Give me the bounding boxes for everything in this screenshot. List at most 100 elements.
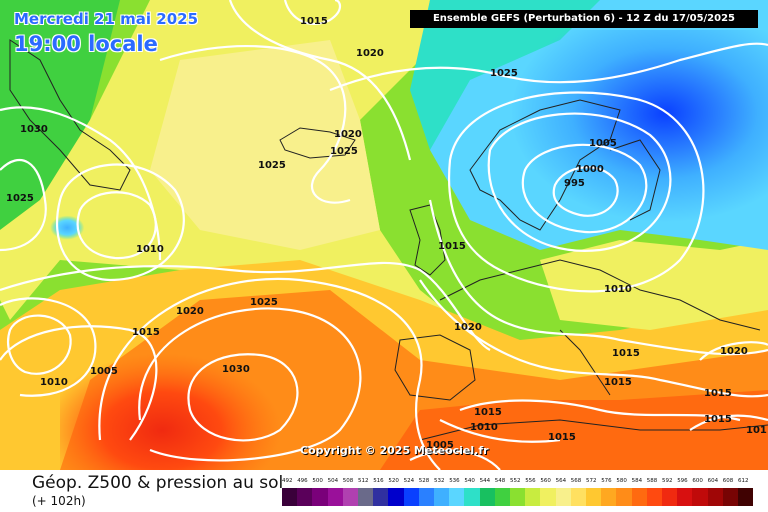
- isobar-label: 1015: [612, 348, 640, 359]
- scale-swatch: [738, 488, 754, 506]
- isobar-1010-low: [448, 91, 705, 293]
- coastlines: [9, 39, 768, 441]
- isobar-label: 1020: [176, 306, 204, 317]
- isobar-1005-low: [487, 112, 672, 252]
- isobar-label: 1005: [90, 366, 118, 377]
- isobar-label: 1015: [300, 16, 328, 27]
- scale-label: 504: [327, 478, 339, 484]
- scale-swatch: [510, 488, 526, 506]
- lead-time: (+ 102h): [32, 494, 86, 508]
- isobar-1005-africa: [409, 449, 501, 470]
- isobar-label: 1015: [438, 241, 466, 252]
- isobar-label: 1020: [356, 48, 384, 59]
- isobar-label: 1025: [490, 68, 518, 79]
- isobar-1025-north: [329, 42, 768, 92]
- coastline-iberia: [394, 334, 476, 401]
- isobar-1015-atlantic: [0, 325, 158, 441]
- isobar-1030-west: [0, 159, 47, 252]
- isobar-label: 1030: [222, 364, 250, 375]
- isobar-label: 1010: [470, 422, 498, 433]
- z500-band-red-south: [380, 390, 768, 470]
- isobar-label: 1015: [604, 377, 632, 388]
- scale-swatch: [494, 488, 510, 506]
- coastline-greenland: [9, 39, 131, 191]
- product-title: Géop. Z500 & pression au sol: [32, 473, 284, 493]
- isobar-label: 1025: [330, 146, 358, 157]
- scale-swatch: [540, 488, 556, 506]
- isobar-label: 1010: [604, 284, 632, 295]
- z500-small-low-shading: [40, 170, 210, 290]
- scale-label: 540: [464, 478, 475, 484]
- scale-swatch: [616, 488, 632, 506]
- scale-swatch: [358, 488, 374, 506]
- scale-label: 556: [525, 478, 536, 484]
- isobar-label: 1015: [132, 327, 160, 338]
- isobar-label: 1025: [250, 297, 278, 308]
- copyright-notice: Copyright © 2025 Meteociel.fr: [300, 444, 489, 457]
- isobar-1015-med: [459, 399, 741, 422]
- scale-swatch: [646, 488, 662, 506]
- scale-label: 512: [358, 478, 369, 484]
- scale-swatch: [677, 488, 693, 506]
- isobar-1010-sw: [0, 297, 97, 397]
- scale-label: 600: [692, 478, 703, 484]
- scale-swatch: [342, 488, 358, 506]
- isobar-label: 1000: [576, 164, 604, 175]
- scale-label: 568: [570, 478, 582, 484]
- scale-label: 552: [510, 478, 521, 484]
- isobar-label: 1020: [720, 346, 748, 357]
- scale-label: 520: [388, 478, 399, 484]
- coastline-north-africa: [419, 419, 768, 441]
- coastline-iceland: [279, 127, 356, 159]
- scale-label: 544: [479, 478, 491, 484]
- scale-swatch: [282, 488, 298, 506]
- scale-swatch: [373, 488, 389, 506]
- isobar-label: 1005: [589, 138, 617, 149]
- scale-swatch: [297, 488, 313, 506]
- isobar-label: 1015: [548, 432, 576, 443]
- isobar-1000-low: [521, 143, 648, 234]
- isobar-label: 1010: [136, 244, 164, 255]
- scale-swatch: [449, 488, 465, 506]
- isobars: [0, 0, 768, 470]
- scale-label: 608: [722, 478, 734, 484]
- scale-label: 588: [646, 478, 658, 484]
- isobar-label: 995: [564, 178, 585, 189]
- coastline-finland: [609, 139, 661, 221]
- isobar-995-low: [552, 166, 619, 217]
- scale-label: 528: [418, 478, 430, 484]
- coastline-europe: [439, 259, 761, 331]
- coastline-scandinavia: [469, 99, 621, 231]
- scale-label: 496: [297, 478, 308, 484]
- scale-swatch: [434, 488, 450, 506]
- scale-swatch: [327, 488, 343, 506]
- scale-label: 580: [616, 478, 627, 484]
- z500-low-north-shading: [400, 30, 768, 290]
- scale-label: 516: [373, 478, 384, 484]
- scale-label: 604: [707, 478, 719, 484]
- scale-label: 592: [662, 478, 673, 484]
- scale-swatch: [707, 488, 723, 506]
- scale-label: 508: [342, 478, 354, 484]
- isobar-1020-north: [228, 0, 412, 161]
- scale-swatch: [662, 488, 678, 506]
- coastline-italy: [559, 329, 611, 396]
- isobar-label: 1015: [704, 388, 732, 399]
- isobar-1020-europe: [419, 279, 768, 398]
- scale-swatch: [601, 488, 617, 506]
- scale-swatch: [570, 488, 586, 506]
- isobar-label: 1010: [40, 377, 68, 388]
- isobar-label: 1015: [474, 407, 502, 418]
- scale-label: 596: [677, 478, 688, 484]
- isobar-1015-low-west: [56, 163, 185, 282]
- isobar-label: 1020: [454, 322, 482, 333]
- run-info-box: Ensemble GEFS (Perturbation 6) - 12 Z du…: [410, 10, 758, 28]
- isobar-label: 1005: [426, 440, 454, 451]
- map-footer: Géop. Z500 & pression au sol (+ 102h) 49…: [0, 470, 768, 512]
- z500-color-scale: 492 496 500 504 508 512 516 520 524 528 532 536 540 5…: [282, 478, 754, 508]
- scale-swatch: [631, 488, 647, 506]
- scale-label: 572: [586, 478, 597, 484]
- scale-swatch: [403, 488, 419, 506]
- scale-swatch: [418, 488, 434, 506]
- scale-label: 548: [494, 478, 506, 484]
